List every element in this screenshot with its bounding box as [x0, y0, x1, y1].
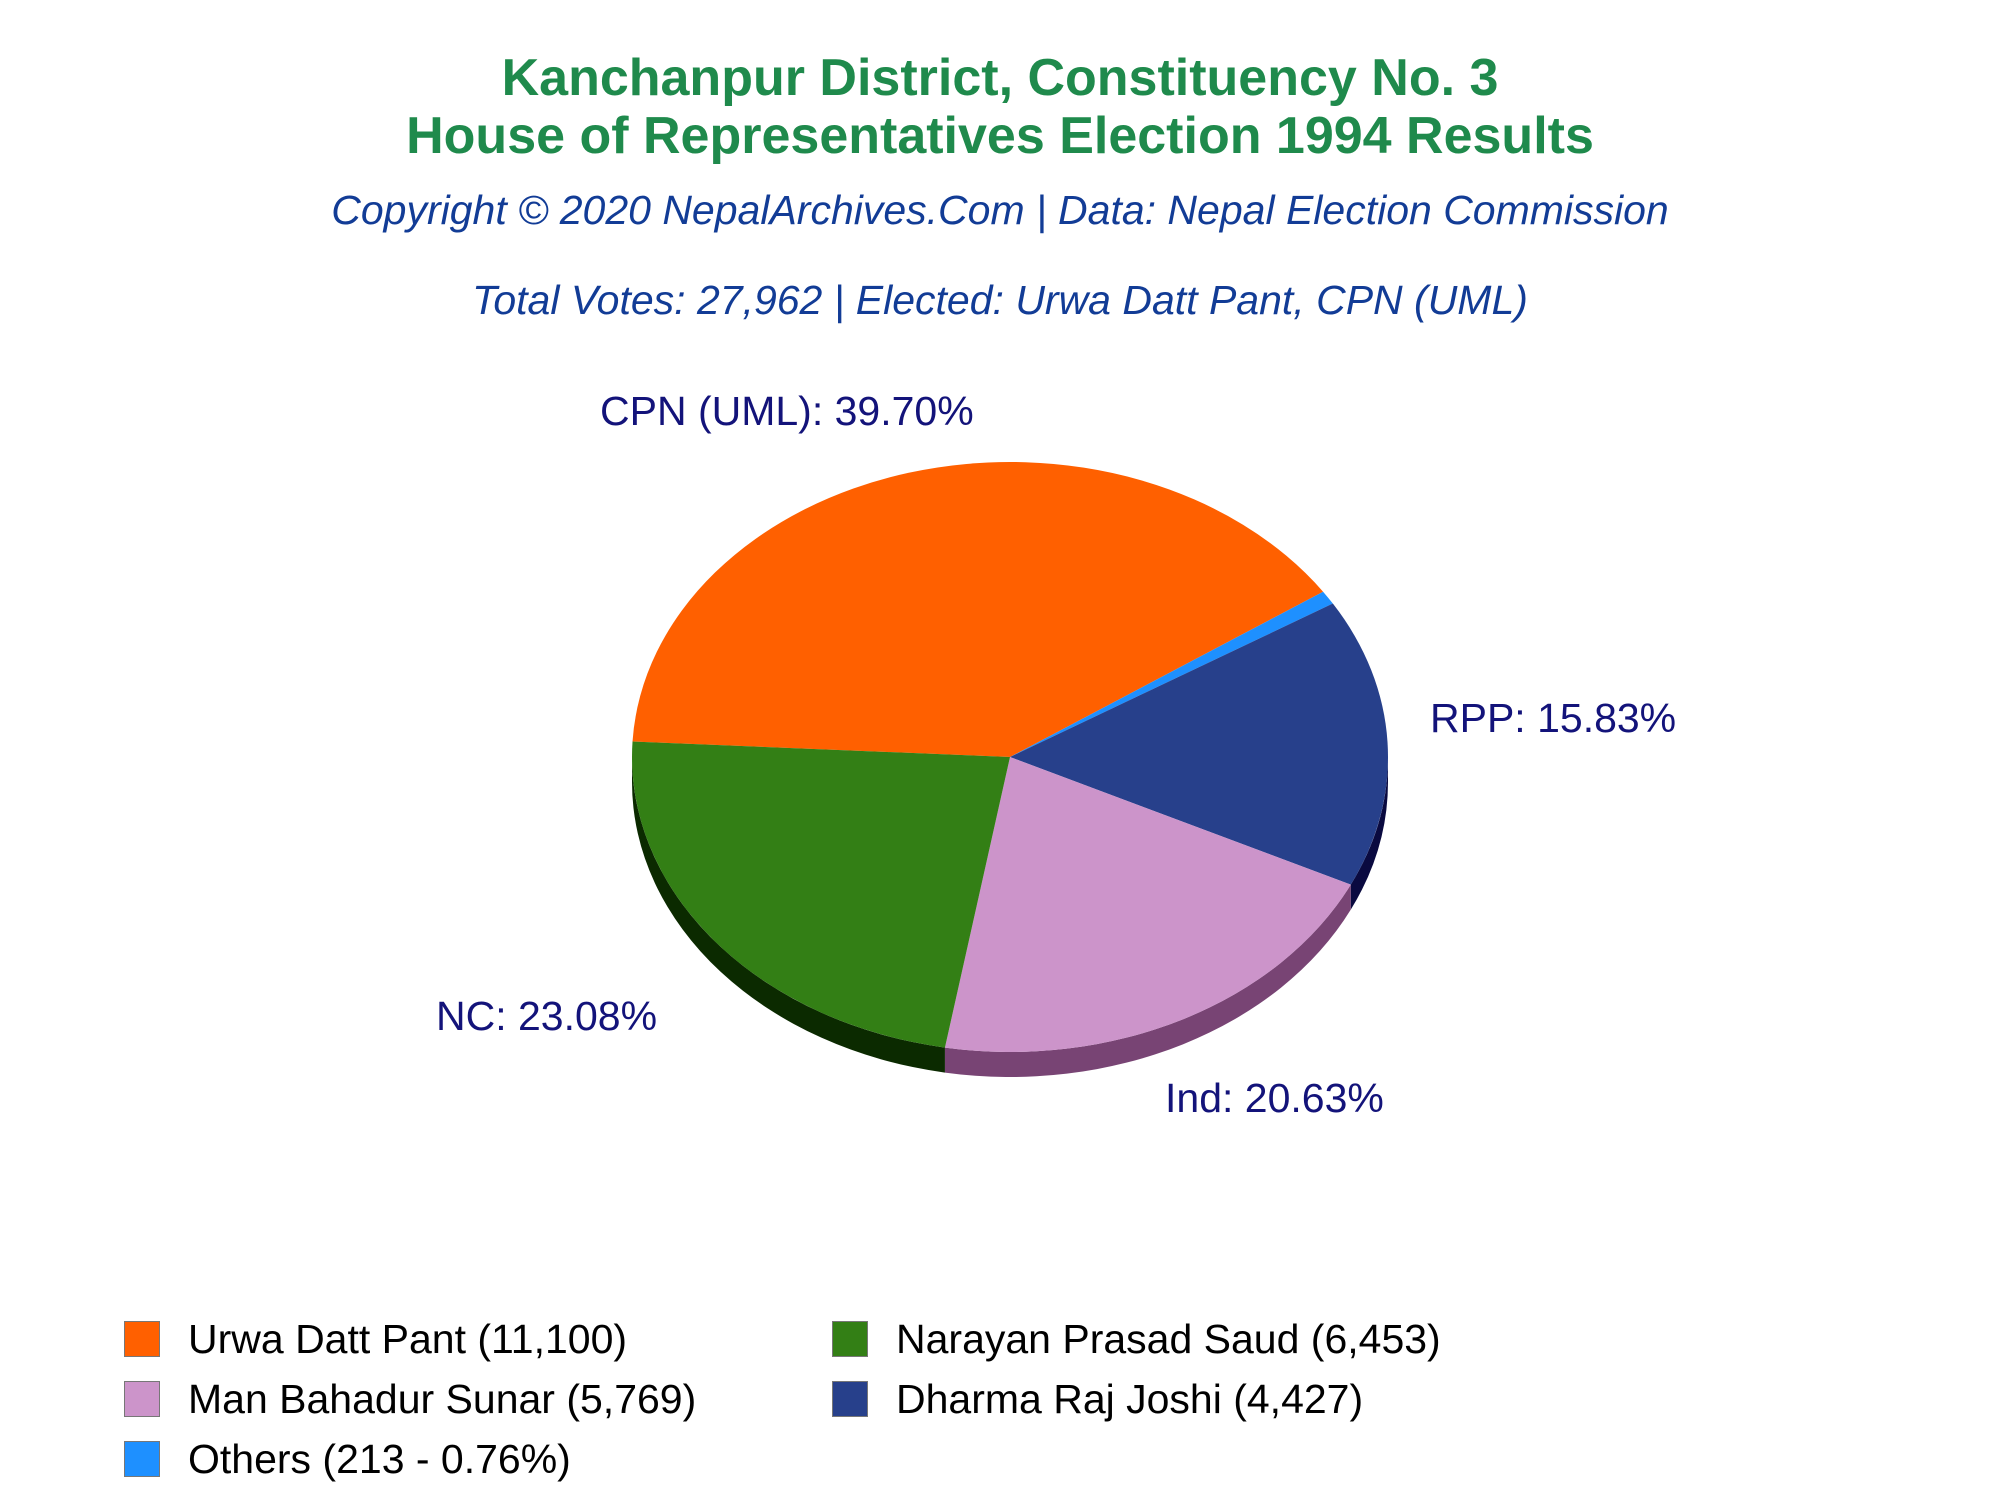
- legend-item-dharma-raj-joshi: Dharma Raj Joshi (4,427): [832, 1374, 1363, 1424]
- slice-3-top: [944, 757, 1351, 1053]
- legend-item-others: Others (213 - 0.76%): [124, 1434, 571, 1484]
- slice-4-label: NC: 23.08%: [436, 993, 657, 1039]
- legend-swatch: [124, 1321, 160, 1357]
- chart-title-line-1: Kanchanpur District, Constituency No. 3: [501, 49, 1499, 107]
- slice-4-side: [632, 757, 945, 1073]
- legend-label: Man Bahadur Sunar (5,769): [188, 1375, 697, 1422]
- chart-title-line-2: House of Representatives Election 1994 R…: [406, 107, 1594, 165]
- legend-item-urwa-datt-pant: Urwa Datt Pant (11,100): [124, 1314, 627, 1364]
- slice-3-label: Ind: 20.63%: [1165, 1075, 1384, 1121]
- slice-2-side: [1350, 757, 1388, 910]
- legend-swatch: [124, 1381, 160, 1417]
- legend-label: Others (213 - 0.76%): [188, 1435, 571, 1482]
- slice-4-top: [631, 741, 1010, 1048]
- summary-line: Total Votes: 27,962 | Elected: Urwa Datt…: [472, 277, 1528, 323]
- slice-0-top: [632, 462, 1324, 757]
- legend-label: Urwa Datt Pant (11,100): [188, 1315, 628, 1362]
- legend-label: Dharma Raj Joshi (4,427): [896, 1375, 1364, 1422]
- legend-item-narayan-prasad-saud: Narayan Prasad Saud (6,453): [832, 1314, 1441, 1364]
- legend-item-man-bahadur-sunar: Man Bahadur Sunar (5,769): [124, 1374, 696, 1424]
- legend-swatch: [832, 1381, 868, 1417]
- copyright-line: Copyright © 2020 NepalArchives.Com | Dat…: [331, 187, 1669, 233]
- legend-label: Narayan Prasad Saud (6,453): [896, 1315, 1441, 1362]
- slice-2-top: [1010, 603, 1389, 885]
- legend-swatch: [124, 1441, 160, 1477]
- slice-0-label: CPN (UML): 39.70%: [600, 388, 974, 434]
- slice-2-label: RPP: 15.83%: [1430, 695, 1676, 741]
- pie-depth-layer: [632, 757, 1388, 1077]
- pie-top-layer: [631, 462, 1389, 1053]
- slice-labels: CPN (UML): 39.70% RPP: 15.83% Ind: 20.63% N…: [436, 388, 1676, 1121]
- slice-3-side: [944, 884, 1351, 1077]
- slice-1-top: [1010, 591, 1333, 757]
- legend-swatch: [832, 1321, 868, 1357]
